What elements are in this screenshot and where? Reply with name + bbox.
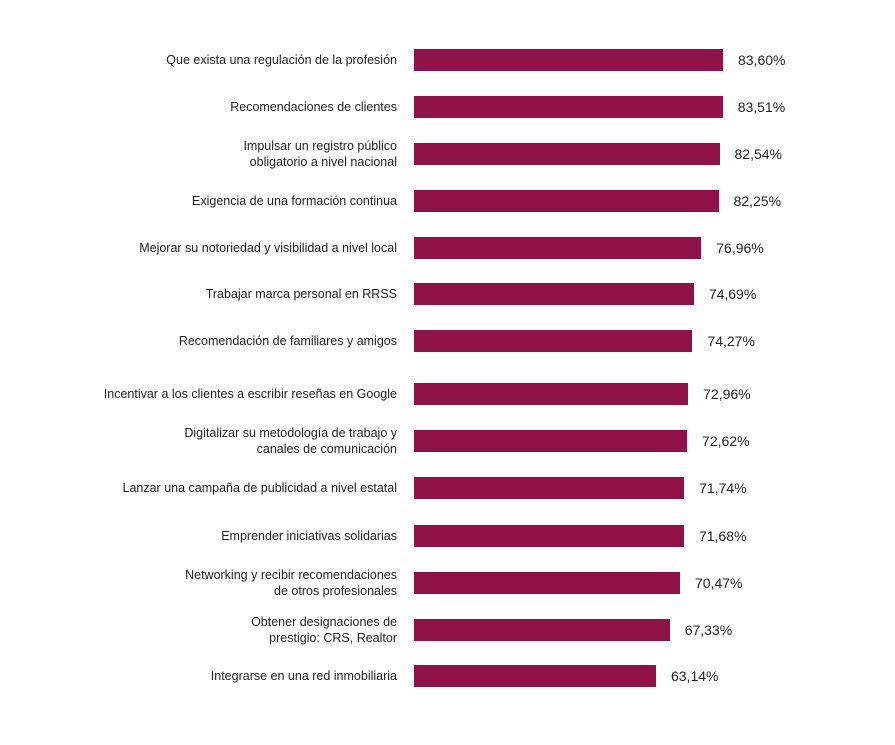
bar [414,572,680,594]
bar [414,330,693,352]
bar [414,143,720,165]
category-label: Mejorar su notoriedad y visibilidad a ni… [139,241,397,255]
value-label: 72,62% [702,433,750,449]
bar [414,237,702,259]
bar [414,619,670,641]
category-label: Incentivar a los clientes a escribir res… [103,387,397,401]
bar [414,430,688,452]
value-label: 83,60% [737,52,786,68]
bar [414,665,656,687]
value-label: 63,14% [670,668,719,684]
category-label: Impulsar un registro público obligatorio… [243,139,397,169]
value-label: 82,25% [733,193,782,209]
category-label: Integrarse en una red inmobiliaria [210,669,397,683]
category-label: Exigencia de una formación continua [192,194,397,208]
value-label: 71,68% [698,528,747,544]
category-label: Networking y recibir recomendaciones de … [185,568,397,598]
category-label: Lanzar una campaña de publicidad a nivel… [122,481,398,495]
bar [414,525,684,547]
category-label: Que exista una regulación de la profesió… [166,53,397,67]
value-label: 83,51% [737,99,786,115]
category-label: Obtener designaciones de prestigio: CRS,… [251,615,397,645]
value-label: 67,33% [684,622,733,638]
value-label: 74,69% [708,286,757,302]
value-label: 74,27% [707,333,755,349]
bar [414,283,694,305]
bar [414,190,719,212]
category-label: Trabajar marca personal en RRSS [205,287,397,301]
bar [414,383,689,405]
category-label: Recomendaciones de clientes [230,100,397,114]
category-label: Emprender iniciativas solidarias [221,529,397,543]
bar [414,49,723,71]
value-label: 71,74% [699,480,747,496]
value-label: 76,96% [716,240,764,256]
category-label: Recomendación de familiares y amigos [178,334,397,348]
value-label: 72,96% [703,386,751,402]
category-label: Digitalizar su metodología de trabajo y … [184,426,397,456]
bar [414,96,723,118]
bar [414,477,685,499]
value-label: 70,47% [694,575,743,591]
value-label: 82,54% [734,146,782,162]
